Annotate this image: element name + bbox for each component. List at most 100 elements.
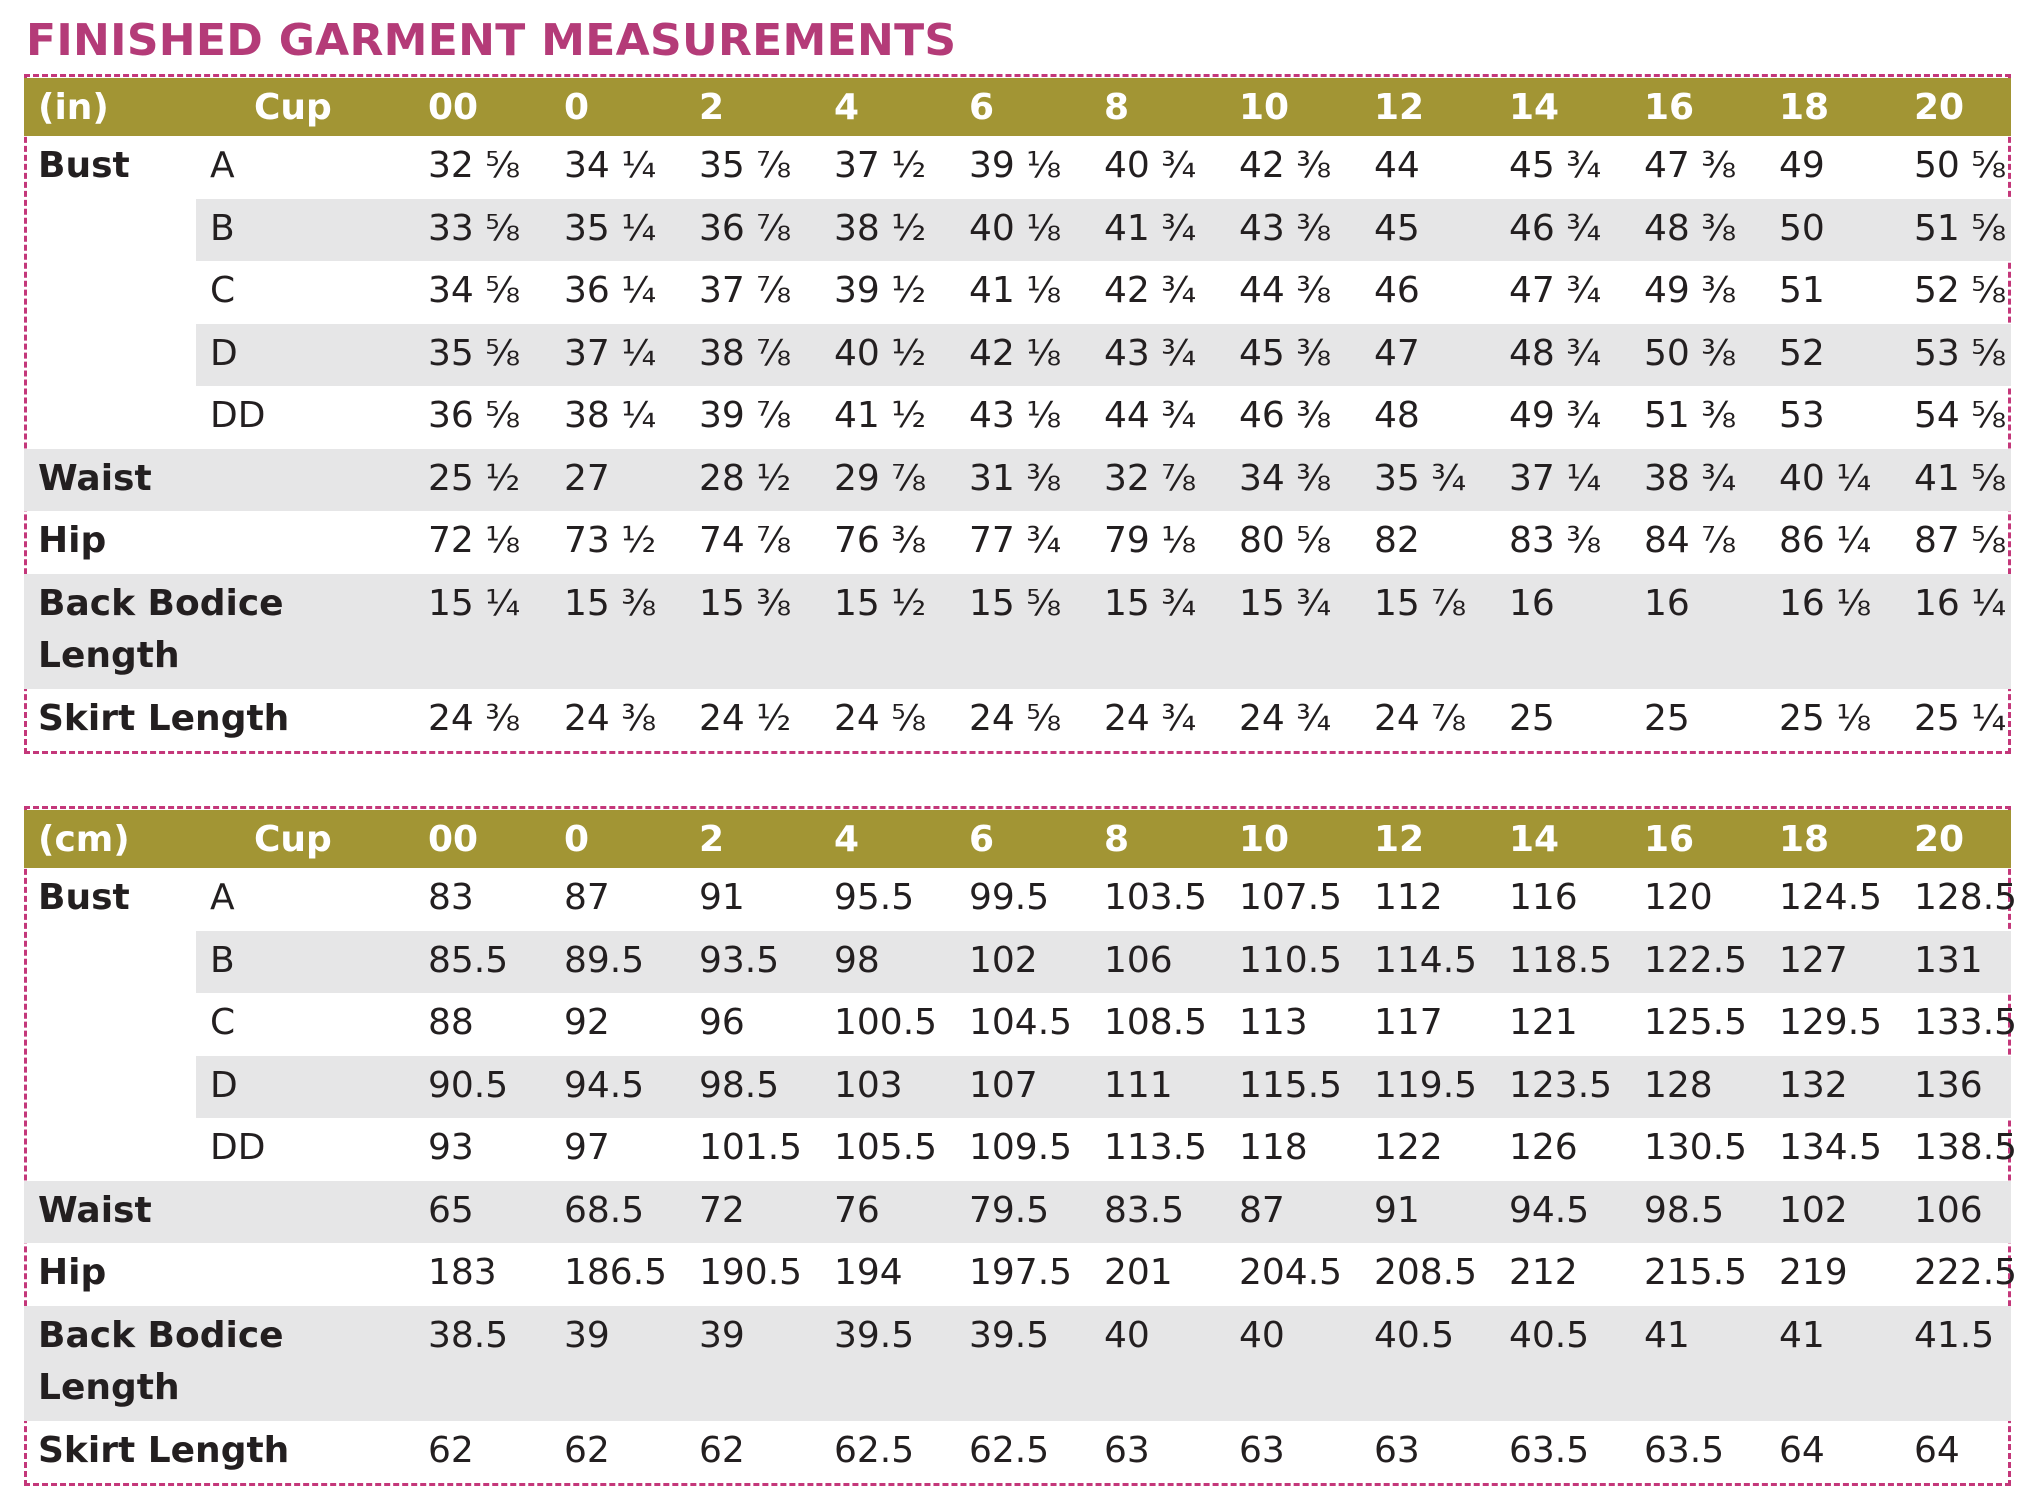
size-header: 4	[834, 819, 860, 860]
value-cell: 43 ⅜	[1239, 207, 1332, 249]
table-row: D 35 ⅝ 37 ¼ 38 ⅞ 40 ½ 42 ⅛ 43 ¾ 45 ⅜ 47 48 ¾ 50 ⅜ 5…	[24, 323, 2011, 386]
value-cell: 15 ⅞	[1374, 582, 1467, 624]
value-cell: 51 ⅝	[1914, 207, 2007, 249]
value-cell: 29 ⅞	[834, 457, 927, 499]
cup-label: A	[210, 877, 235, 918]
cup-header: Cup	[254, 87, 332, 128]
value-cell: 35 ¼	[564, 207, 657, 249]
value-cell: 62.5	[834, 1429, 915, 1471]
value-cell: 65	[428, 1189, 474, 1231]
value-cell: 47 ⅜	[1644, 145, 1737, 186]
value-cell: 194	[834, 1252, 903, 1293]
table-row: Bust A 32 ⅝ 34 ¼ 35 ⅞ 37 ½ 39 ⅛ 40 ¾ 42 ⅜ 44 45 ¾ 4…	[24, 136, 2011, 199]
value-cell: 37 ½	[834, 145, 927, 186]
size-header: 6	[969, 87, 995, 128]
table-row: Skirt Length 24 ⅜ 24 ⅜ 24 ½ 24 ⅝ 24 ⅝ 24 ¾ 24 ¾…	[24, 689, 2011, 752]
value-cell: 98.5	[699, 1064, 780, 1106]
cup-label: D	[210, 1064, 238, 1106]
value-cell: 15 ¼	[428, 582, 521, 624]
value-cell: 50 ⅜	[1644, 332, 1737, 374]
value-cell: 111	[1104, 1064, 1173, 1106]
row-label-length: Length	[38, 1366, 180, 1408]
table-row: Hip 183 186.5 190.5 194 197.5 201 204.5 208.5 212…	[24, 1243, 2017, 1306]
size-header: 0	[564, 87, 590, 128]
value-cell: 32 ⅝	[428, 145, 521, 186]
value-cell: 44	[1374, 145, 1420, 186]
row-label-back-bodice: Back Bodice	[38, 1314, 284, 1356]
cup-label: DD	[210, 1127, 266, 1168]
size-header: 10	[1239, 819, 1290, 860]
value-cell: 40	[1104, 1314, 1150, 1356]
size-header: 8	[1104, 87, 1130, 128]
value-cell: 35 ⅝	[428, 332, 521, 374]
value-cell: 40 ½	[834, 332, 927, 374]
value-cell: 122	[1374, 1127, 1443, 1168]
value-cell: 197.5	[969, 1252, 1073, 1293]
size-header: 6	[969, 819, 995, 860]
value-cell: 46 ¾	[1509, 207, 1602, 249]
value-cell: 25	[1644, 697, 1690, 739]
value-cell: 87	[564, 877, 610, 918]
value-cell: 36 ⅞	[699, 207, 792, 249]
value-cell: 39 ½	[834, 270, 927, 311]
value-cell: 38 ½	[834, 207, 927, 249]
value-cell: 31 ⅜	[969, 457, 1062, 499]
value-cell: 41.5	[1914, 1314, 1995, 1356]
value-cell: 106	[1914, 1189, 1983, 1231]
value-cell: 123.5	[1509, 1064, 1613, 1106]
table-header: (cm) Cup 00 0 2 4 6 8 10 12 14 16 18 20	[24, 810, 2011, 868]
table-row: D 90.5 94.5 98.5 103 107 111 115.5 119.5 123.5 128…	[24, 1055, 2011, 1118]
value-cell: 133.5	[1914, 1002, 2018, 1043]
value-cell: 98	[834, 939, 880, 981]
table-row: Back Bodice Length 15 ¼ 15 ⅜ 15 ⅜ 15 ½ 15 ⅝ 15 …	[24, 573, 2011, 689]
table-row: Waist 25 ½ 27 28 ½ 29 ⅞ 31 ⅜ 32 ⅞ 34 ⅜ 35 ¾ 37 ¼ 3…	[24, 448, 2011, 511]
value-cell: 113.5	[1104, 1127, 1208, 1168]
value-cell: 112	[1374, 877, 1443, 918]
value-cell: 138.5	[1914, 1127, 2018, 1168]
value-cell: 42 ¾	[1104, 270, 1197, 311]
value-cell: 119.5	[1374, 1064, 1478, 1106]
value-cell: 127	[1779, 939, 1848, 981]
value-cell: 96	[699, 1002, 745, 1043]
value-cell: 38.5	[428, 1314, 509, 1356]
row-label-waist: Waist	[38, 457, 152, 499]
value-cell: 41 ⅛	[969, 270, 1062, 311]
value-cell: 62	[428, 1429, 474, 1471]
value-cell: 219	[1779, 1252, 1848, 1293]
value-cell: 63	[1374, 1429, 1420, 1471]
value-cell: 128	[1644, 1064, 1713, 1106]
value-cell: 116	[1509, 877, 1578, 918]
value-cell: 88	[428, 1002, 474, 1043]
value-cell: 208.5	[1374, 1252, 1478, 1293]
value-cell: 100.5	[834, 1002, 938, 1043]
value-cell: 121	[1509, 1002, 1578, 1043]
value-cell: 38 ¼	[564, 395, 657, 436]
row-label-bust: Bust	[38, 877, 130, 918]
row-label-hip: Hip	[38, 1252, 107, 1293]
value-cell: 130.5	[1644, 1127, 1748, 1168]
value-cell: 15 ½	[834, 582, 927, 624]
size-header: 16	[1644, 87, 1695, 128]
value-cell: 15 ⅜	[699, 582, 792, 624]
value-cell: 35 ¾	[1374, 457, 1467, 499]
value-cell: 40 ¾	[1104, 145, 1197, 186]
value-cell: 108.5	[1104, 1002, 1208, 1043]
value-cell: 24 ½	[699, 697, 792, 739]
value-cell: 51 ⅜	[1644, 395, 1737, 436]
table-frame	[24, 74, 2011, 754]
value-cell: 106	[1104, 939, 1173, 981]
value-cell: 15 ⅝	[969, 582, 1062, 624]
row-label-skirt-length: Skirt Length	[38, 1429, 290, 1471]
value-cell: 45 ¾	[1509, 145, 1602, 186]
row-label-back-bodice: Back Bodice	[38, 582, 284, 624]
size-header: 20	[1914, 87, 1965, 128]
size-header: 12	[1374, 819, 1425, 860]
value-cell: 36 ⅝	[428, 395, 521, 436]
value-cell: 15 ⅜	[564, 582, 657, 624]
value-cell: 37 ¼	[1509, 457, 1602, 499]
value-cell: 46 ⅜	[1239, 395, 1332, 436]
value-cell: 54 ⅝	[1914, 395, 2007, 436]
value-cell: 222.5	[1914, 1252, 2018, 1293]
value-cell: 92	[564, 1002, 610, 1043]
